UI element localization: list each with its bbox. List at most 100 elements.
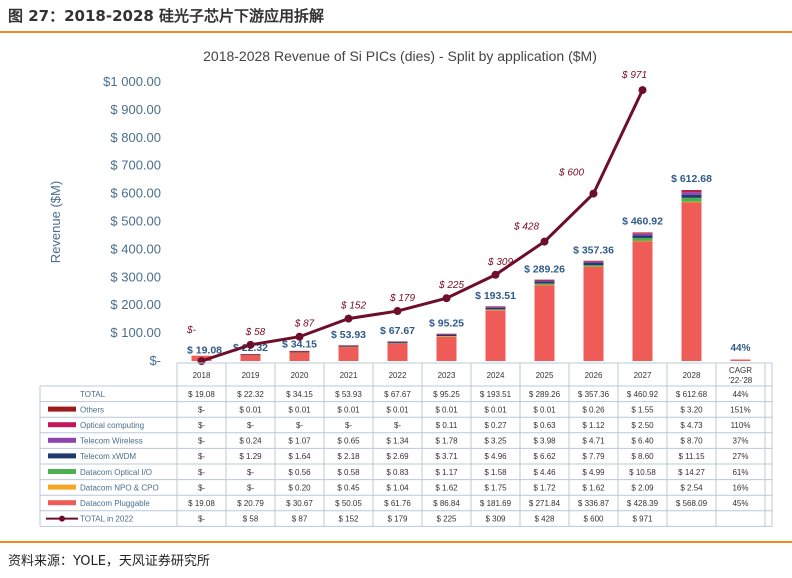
table-cell: $ 3.25 bbox=[484, 437, 507, 446]
table-cell: $- bbox=[247, 468, 254, 477]
total-2022-label: $ 600 bbox=[558, 168, 584, 179]
bar-datacom-pluggable bbox=[583, 267, 604, 361]
bar-datacom-optical-io bbox=[534, 283, 555, 285]
total-data-label: $ 612.68 bbox=[671, 173, 712, 185]
table-cell: $ 61.76 bbox=[384, 499, 411, 508]
cagr-cell: 27% bbox=[732, 452, 748, 461]
table-cell: $- bbox=[198, 405, 205, 414]
legend-swatch-telecom-xwdm bbox=[48, 453, 76, 459]
table-cell: $ 289.26 bbox=[529, 390, 561, 399]
legend-label: Datacom NPO & CPO bbox=[80, 483, 159, 492]
table-cell: $ 8.70 bbox=[680, 437, 703, 446]
figure-title: 图 27：2018-2028 硅光子芯片下游应用拆解 bbox=[8, 7, 325, 25]
total-2022-point bbox=[442, 294, 451, 303]
total-data-label: $ 460.92 bbox=[622, 215, 663, 227]
chart-title: 2018-2028 Revenue of Si PICs (dies) - Sp… bbox=[203, 48, 597, 64]
table-cell: $ 0.58 bbox=[337, 468, 360, 477]
bar-telecom-wireless bbox=[583, 261, 604, 263]
cagr-cell: 110% bbox=[731, 421, 751, 430]
table-cell: $ 0.65 bbox=[337, 437, 360, 446]
total-2022-label: $ 152 bbox=[340, 301, 366, 312]
bar-datacom-pluggable bbox=[534, 285, 555, 361]
total-2022-line bbox=[201, 89, 644, 363]
legend-swatch-optical-computing bbox=[48, 422, 76, 428]
table-cell: $ 1.72 bbox=[533, 483, 556, 492]
x-tick-label: 2019 bbox=[242, 371, 260, 380]
y-tick-label: $ 400.00 bbox=[110, 241, 161, 256]
table-cell: $ 1.29 bbox=[239, 452, 262, 461]
cagr-bar-label: 44% bbox=[730, 343, 750, 354]
table-cell: $ 3.71 bbox=[435, 452, 458, 461]
legend-swatch-point bbox=[59, 515, 65, 522]
table-cell: $ 4.71 bbox=[582, 437, 605, 446]
x-tick-label: 2024 bbox=[487, 371, 505, 380]
table-cell: $ 181.69 bbox=[480, 499, 512, 508]
table-cell: $ 152 bbox=[338, 515, 359, 524]
legend-swatch-telecom-wireless bbox=[48, 437, 76, 443]
table-cell: $ 1.04 bbox=[386, 483, 409, 492]
table-cell: $ 2.09 bbox=[631, 483, 654, 492]
table-cell: $ 11.15 bbox=[678, 452, 705, 461]
table-cell: $ 3.20 bbox=[680, 405, 703, 414]
table-cell: $ 460.92 bbox=[627, 390, 659, 399]
cagr-cell: 37% bbox=[732, 437, 748, 446]
y-tick-label: $ 300.00 bbox=[110, 269, 161, 284]
x-tick-label: 2018 bbox=[193, 371, 211, 380]
table-cell: $ 22.32 bbox=[237, 390, 264, 399]
table-cell: $ 53.93 bbox=[335, 390, 362, 399]
table-cell: $ 58 bbox=[243, 515, 259, 524]
bar-others bbox=[436, 333, 457, 335]
total-2022-point bbox=[344, 314, 353, 323]
bar-telecom-xwdm bbox=[681, 194, 702, 198]
table-cell: $ 8.60 bbox=[631, 452, 654, 461]
table-cell: $ 568.09 bbox=[676, 499, 708, 508]
bar-telecom-wireless bbox=[534, 280, 555, 282]
table-cell: $ 0.56 bbox=[288, 468, 311, 477]
table-cell: $ 336.87 bbox=[578, 499, 610, 508]
table-cell: $ 0.20 bbox=[288, 483, 311, 492]
legend-swatch-datacom-pluggable bbox=[48, 500, 76, 506]
table-cell: $ 6.62 bbox=[533, 452, 556, 461]
total-data-label: $ 95.25 bbox=[429, 317, 464, 329]
table-cell: $ 428.39 bbox=[627, 499, 659, 508]
bar-datacom-pluggable bbox=[632, 241, 653, 361]
total-data-label: $ 19.08 bbox=[187, 345, 222, 357]
x-tick-label: 2021 bbox=[340, 371, 358, 380]
bar-datacom-pluggable bbox=[387, 343, 408, 361]
legend-label: Telecom Wireless bbox=[80, 437, 143, 446]
bar-telecom-xwdm bbox=[632, 235, 653, 238]
bar-datacom-optical-io bbox=[583, 265, 604, 267]
table-cell: $ 34.15 bbox=[286, 390, 313, 399]
bar-datacom-optical-io bbox=[436, 335, 457, 337]
bar-others bbox=[289, 350, 310, 352]
bar-others bbox=[240, 354, 261, 355]
table-cell: $ 179 bbox=[387, 515, 408, 524]
table-cell: $ 67.67 bbox=[384, 390, 411, 399]
table-cell: $ 1.64 bbox=[288, 452, 311, 461]
bar-datacom-pluggable bbox=[338, 347, 359, 361]
table-cell: $- bbox=[394, 421, 401, 430]
table-cell: $ 30.67 bbox=[286, 499, 313, 508]
bar-datacom-optical-io bbox=[485, 309, 506, 310]
figure-header: 图 27：2018-2028 硅光子芯片下游应用拆解 bbox=[0, 0, 792, 30]
table-cell: $ 0.83 bbox=[386, 468, 409, 477]
total-2022-point bbox=[589, 189, 598, 198]
table-cell: $ 0.26 bbox=[582, 405, 605, 414]
table-cell: $ 20.79 bbox=[237, 499, 264, 508]
table-cell: $ 1.07 bbox=[288, 437, 311, 446]
bar-others bbox=[681, 190, 702, 191]
y-tick-label: $ 800.00 bbox=[110, 130, 161, 145]
table-cell: $ 6.40 bbox=[631, 437, 654, 446]
bar-telecom-wireless bbox=[436, 334, 457, 335]
bar-telecom-wireless bbox=[485, 307, 506, 308]
table-cell: $ 271.84 bbox=[529, 499, 561, 508]
bar-datacom-pluggable bbox=[681, 202, 702, 361]
cagr-cell: 61% bbox=[732, 468, 748, 477]
table-cell: $ 14.27 bbox=[678, 468, 705, 477]
table-cell: $- bbox=[198, 483, 205, 492]
y-axis-label: Revenue ($M) bbox=[48, 181, 63, 263]
bar-datacom-optical-io bbox=[632, 237, 653, 241]
table-cell: $- bbox=[198, 468, 205, 477]
table-cell: $ 1.62 bbox=[582, 483, 605, 492]
table-cell: $ 0.01 bbox=[533, 405, 556, 414]
